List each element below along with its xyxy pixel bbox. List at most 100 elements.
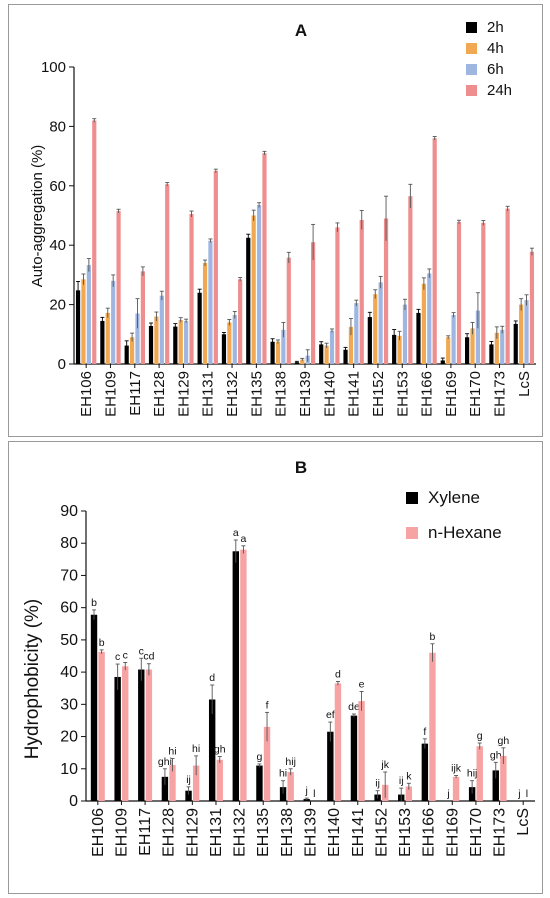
bar-4h-EH173	[494, 332, 499, 364]
bar-2h-EH152	[367, 317, 372, 364]
significance-label: gh	[498, 735, 510, 747]
legend-label-n-Hexane: n-Hexane	[428, 523, 502, 542]
bar-6h-EH153	[402, 304, 408, 364]
bar-Xylene-EH129	[185, 790, 192, 801]
significance-label: k	[406, 770, 412, 782]
panel-a-y-axis-label: Auto-aggregation (%)	[29, 145, 46, 288]
significance-label: a	[233, 527, 239, 539]
significance-label: c	[115, 651, 120, 663]
bar-2h-EH173	[489, 344, 494, 364]
bar-24h-EH106	[92, 120, 97, 365]
bar-6h-EH129	[184, 320, 189, 364]
bar-Xylene-EH141	[350, 715, 358, 801]
bar-n-Hexane-EH141	[358, 701, 365, 801]
bar-Xylene-EH117	[138, 669, 145, 801]
y-tick-label: 50	[60, 632, 78, 649]
x-tick-label: EH139	[303, 808, 320, 857]
x-tick-label: EH140	[321, 371, 338, 417]
legend-label-24h: 24h	[487, 82, 512, 99]
x-tick-label: EH135	[255, 808, 272, 857]
bar-24h-EH173	[505, 208, 510, 364]
significance-label: ij	[399, 775, 404, 787]
y-tick-label: 10	[60, 761, 78, 778]
x-tick-label: EH109	[102, 371, 119, 417]
significance-label: b	[430, 631, 436, 643]
significance-label: g	[477, 730, 483, 742]
significance-label: ef	[326, 709, 335, 721]
bar-6h-EH166	[427, 273, 432, 364]
significance-label: cd	[143, 651, 154, 663]
panel-a-border	[8, 4, 543, 437]
bar-n-Hexane-EH106	[98, 651, 105, 801]
bar-6h-EH128	[159, 295, 164, 364]
bar-6h-EH138	[281, 329, 286, 364]
x-tick-label: EH131	[200, 371, 217, 417]
significance-label: j	[517, 788, 520, 800]
x-tick-label: EH152	[373, 808, 390, 857]
x-tick-label: EH138	[273, 371, 290, 417]
bar-Xylene-EH173	[492, 770, 499, 801]
bar-Xylene-EH135	[256, 765, 263, 801]
bar-n-Hexane-EH128	[169, 764, 176, 801]
y-tick-label: 40	[60, 664, 78, 681]
x-tick-label: EH170	[468, 808, 485, 857]
legend-swatch-6h	[466, 64, 477, 75]
bar-2h-EH129	[173, 326, 178, 364]
legend-label-4h: 4h	[487, 40, 504, 57]
significance-label: ijk	[451, 763, 462, 775]
x-tick-label: EH153	[397, 808, 414, 857]
bar-n-Hexane-EH117	[145, 669, 153, 801]
significance-label: de	[348, 701, 360, 713]
bar-24h-EH117	[140, 271, 145, 364]
x-tick-label: EH131	[208, 808, 225, 857]
auto-aggregation-chart: A Auto-aggregation (%) 0 20 40 60 80 100 EH106…	[29, 19, 536, 417]
x-tick-label: EH128	[151, 371, 168, 417]
bar-Xylene-EH166	[421, 743, 429, 801]
y-tick-label: 80	[49, 118, 66, 135]
x-tick-label: EH106	[90, 808, 107, 857]
bar-4h-EH141	[348, 326, 354, 364]
bar-24h-EH166	[432, 138, 437, 364]
bar-4h-EH132	[227, 322, 232, 364]
bar-6h-EH131	[208, 240, 213, 364]
x-tick-label: EH117	[127, 371, 144, 416]
x-tick-label: EH141	[350, 808, 367, 857]
bar-2h-EH131	[197, 292, 202, 364]
bar-24h-EH131	[213, 170, 218, 364]
x-tick-label: LcS	[515, 808, 532, 836]
bar-2h-LcS	[513, 323, 518, 364]
bar-Xylene-EH109	[114, 676, 121, 801]
bar-24h-EH129	[189, 214, 194, 364]
bar-24h-EH128	[165, 184, 170, 364]
bar-n-Hexane-EH129	[192, 765, 200, 801]
panel-b-title: B	[295, 458, 307, 477]
significance-label: ij	[375, 778, 380, 790]
bar-4h-EH152	[373, 294, 378, 364]
significance-label: d	[209, 672, 215, 684]
y-tick-label: 100	[41, 59, 66, 76]
bar-6h-EH117	[135, 313, 140, 364]
bar-2h-EH132	[221, 334, 227, 364]
bar-4h-EH117	[129, 337, 135, 364]
bar-2h-EH106	[75, 290, 81, 364]
significance-label: ghi	[158, 756, 172, 768]
significance-label: g	[257, 751, 263, 763]
bar-4h-EH135	[251, 215, 256, 364]
bar-2h-EH128	[148, 325, 154, 364]
significance-label: hi	[279, 768, 287, 780]
x-tick-label: EH132	[224, 371, 241, 417]
bar-24h-EH170	[481, 222, 486, 364]
significance-label: e	[359, 678, 365, 690]
bar-n-Hexane-EH153	[405, 786, 413, 801]
y-tick-label: 20	[60, 729, 78, 746]
panel-b-y-axis-label: Hydrophobicity (%)	[22, 599, 43, 760]
x-tick-label: EH152	[370, 371, 387, 417]
significance-label: j	[446, 788, 449, 800]
legend-label-6h: 6h	[487, 61, 504, 78]
bar-24h-EH140	[335, 227, 340, 364]
significance-label: jk	[380, 759, 389, 771]
significance-label: hij	[285, 756, 296, 768]
significance-label: b	[99, 637, 105, 649]
bar-24h-EH152	[383, 218, 389, 364]
legend-swatch-2h	[466, 22, 477, 33]
